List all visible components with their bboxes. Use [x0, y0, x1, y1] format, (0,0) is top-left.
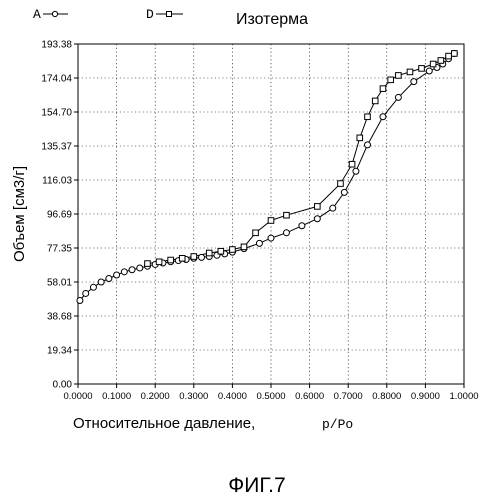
y-tick-label: 19.34	[47, 346, 72, 357]
y-axis-label: Объем [см3/г]	[11, 166, 28, 262]
data-point-d	[179, 255, 185, 261]
x-tick-label: 0.1000	[102, 391, 131, 402]
y-tick-label: 193.38	[41, 40, 72, 51]
x-tick-label: 0.9000	[411, 391, 440, 402]
series-line-a	[80, 54, 454, 301]
data-point-a	[426, 68, 432, 74]
y-tick-label: 135.37	[41, 142, 72, 153]
data-point-a	[114, 272, 120, 278]
y-tick-label: 77.35	[47, 244, 72, 255]
data-point-a	[411, 79, 417, 85]
data-point-d	[268, 218, 274, 224]
y-tick-label: 58.01	[47, 278, 72, 289]
x-tick-label: 0.7000	[334, 391, 363, 402]
y-tick-label: 174.04	[41, 74, 72, 85]
data-point-a	[268, 235, 274, 241]
data-point-d	[357, 135, 363, 141]
data-point-a	[314, 216, 320, 222]
x-tick-label: 0.3000	[179, 391, 208, 402]
data-point-a	[121, 269, 127, 275]
data-point-a	[77, 297, 83, 303]
data-point-d	[396, 73, 402, 79]
data-point-d	[388, 77, 394, 83]
x-axis-ticks: 0.0000 0.1000 0.2000 0.3000 0.4000 0.5000 0.60…	[63, 384, 478, 402]
data-point-d	[156, 259, 162, 265]
x-tick-label: 0.5000	[256, 391, 285, 402]
data-point-a	[380, 114, 386, 120]
legend: A D	[33, 7, 183, 22]
data-point-d	[218, 248, 224, 254]
data-point-d	[430, 61, 436, 67]
legend-marker-a	[52, 11, 57, 16]
data-point-d	[438, 58, 444, 64]
y-tick-label: 154.70	[41, 108, 72, 119]
data-point-a	[299, 223, 305, 229]
data-point-d	[349, 161, 355, 167]
chart-title: Изотерма	[236, 11, 308, 28]
data-point-d	[241, 244, 247, 250]
data-point-a	[341, 189, 347, 195]
x-tick-label: 0.2000	[141, 391, 170, 402]
x-tick-label: 0.6000	[295, 391, 324, 402]
data-point-d	[372, 98, 378, 104]
data-point-a	[129, 267, 135, 273]
x-tick-label: 1.0000	[449, 391, 478, 402]
data-point-d	[168, 257, 174, 263]
y-tick-label: 0.00	[53, 380, 73, 391]
data-point-a	[90, 284, 96, 290]
x-tick-label: 0.0000	[63, 391, 92, 402]
x-axis-label: Относительное давление,	[73, 415, 255, 432]
data-point-d	[145, 261, 151, 267]
data-point-d	[191, 254, 197, 260]
data-point-d	[407, 69, 413, 75]
data-point-a	[353, 168, 359, 174]
data-point-a	[365, 142, 371, 148]
data-point-d	[284, 212, 290, 218]
data-point-d	[419, 66, 425, 72]
figure-caption: ФИГ.7	[228, 474, 285, 497]
data-point-d	[206, 250, 212, 256]
data-point-a	[395, 94, 401, 100]
data-point-a	[137, 265, 143, 271]
plot-area: 0.00 19.34 38.68 58.01 77.35 96.69 116.03 135.3…	[41, 40, 478, 403]
data-point-a	[106, 276, 112, 282]
series-lines	[80, 54, 454, 301]
x-tick-label: 0.4000	[218, 391, 247, 402]
data-point-a	[199, 254, 205, 260]
x-axis-label-suffix: p/Po	[322, 417, 353, 432]
y-tick-label: 116.03	[42, 176, 72, 187]
data-point-d	[315, 204, 321, 210]
data-point-a	[256, 240, 262, 246]
data-point-a	[98, 279, 104, 285]
data-point-a	[330, 205, 336, 211]
legend-marker-d	[167, 12, 172, 17]
legend-label-d: D	[146, 7, 154, 22]
legend-label-a: A	[33, 7, 41, 22]
y-tick-label: 38.68	[47, 312, 72, 323]
data-point-d	[253, 230, 259, 236]
data-point-d	[380, 86, 386, 92]
data-point-d	[446, 53, 452, 59]
data-point-d	[365, 114, 371, 120]
data-point-d	[338, 181, 344, 187]
data-point-d	[230, 247, 236, 253]
y-tick-label: 96.69	[47, 210, 72, 221]
x-tick-label: 0.8000	[372, 391, 401, 402]
series-markers	[77, 50, 457, 303]
y-axis-ticks: 0.00 19.34 38.68 58.01 77.35 96.69 116.03 135.3…	[41, 40, 78, 391]
data-point-a	[283, 230, 289, 236]
data-point-a	[83, 290, 89, 296]
data-point-d	[452, 51, 458, 57]
grid	[78, 44, 464, 384]
